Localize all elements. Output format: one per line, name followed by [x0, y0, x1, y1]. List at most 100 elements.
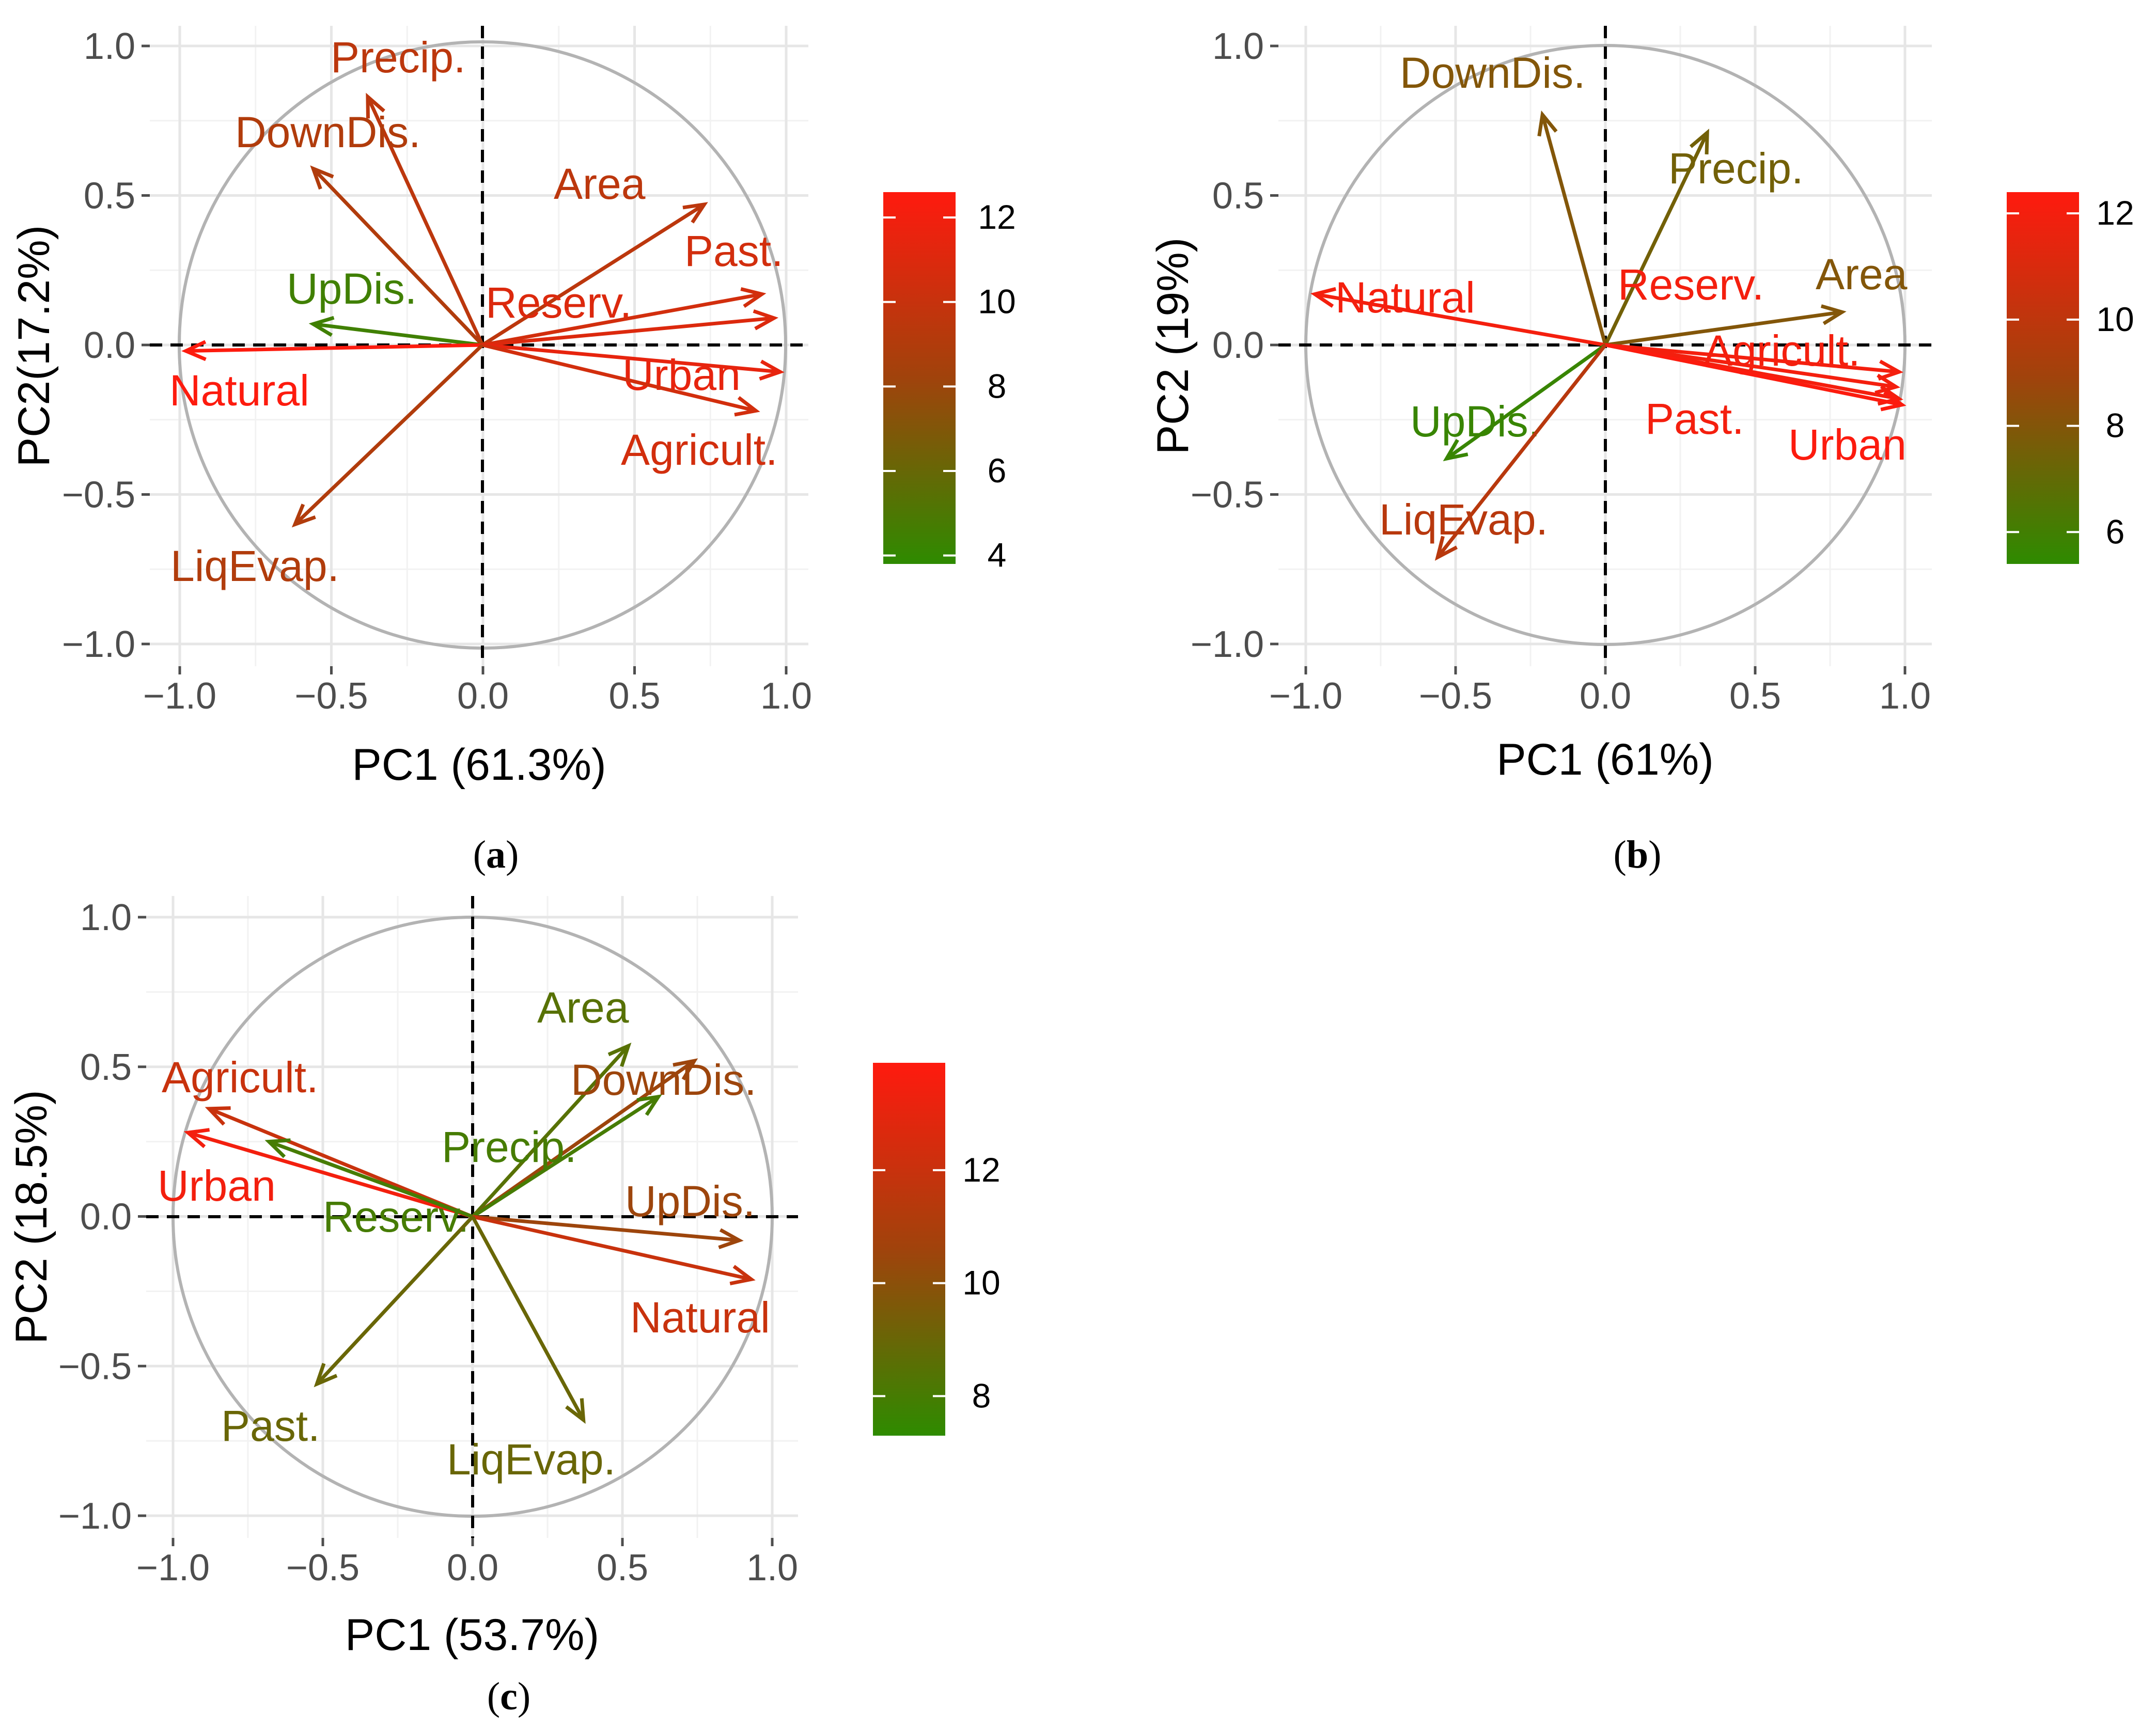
x-tick-label: 0.0	[457, 675, 509, 717]
arrow-head	[1878, 359, 1903, 381]
arrow-downdis: DownDis.	[1400, 49, 1607, 345]
variable-label: Reserv.	[323, 1192, 469, 1241]
y-tick-label: −0.5	[58, 1346, 132, 1387]
variable-label: UpDis.	[1410, 397, 1540, 446]
arrow-shaft	[1605, 343, 1899, 374]
arrow-area: Area	[1605, 250, 1908, 347]
variable-label: Reserv.	[486, 278, 632, 327]
arrow-shaft	[482, 343, 757, 413]
arrow-shaft	[471, 1216, 585, 1421]
arrow-head	[1874, 373, 1901, 395]
arrow-past: Past.	[1605, 343, 1901, 443]
arrow-shaft	[481, 202, 706, 347]
arrow-head	[718, 1228, 744, 1249]
caption-open-paren: (	[473, 833, 486, 876]
arrow-urban: Urban	[482, 343, 785, 399]
variable-label: Area	[537, 983, 629, 1032]
variable-label: Natural	[169, 366, 309, 415]
x-axis-title: PC1 (53.7%)	[345, 1610, 599, 1660]
arrow-area: Area	[481, 160, 708, 347]
y-axis-title: PC2 (19%)	[1148, 238, 1198, 455]
arrow-head	[682, 202, 708, 224]
colorbar-tick-label: 4	[988, 536, 1007, 574]
arrow-shaft	[472, 1095, 660, 1218]
arrow-natural: Natural	[1310, 273, 1606, 347]
arrow-head	[729, 1265, 756, 1285]
colorbar-c: 8 10 12	[873, 1063, 1001, 1436]
arrow-liqevap: LiqEvap.	[447, 1216, 616, 1484]
caption-close-paren: )	[1648, 833, 1661, 876]
y-tick-label: 0.5	[1212, 176, 1264, 217]
y-tick-label: 1.0	[80, 897, 132, 938]
arrow-liqevap: LiqEvap.	[170, 343, 484, 590]
caption-close-paren: )	[518, 1675, 530, 1718]
arrow-past: Past.	[482, 227, 783, 347]
x-tick-label: 0.0	[1580, 675, 1631, 717]
arrow-agricult: Agricult.	[482, 343, 777, 474]
arrow-head	[1820, 304, 1847, 325]
y-tick-label: 1.0	[84, 26, 135, 67]
arrow-natural: Natural	[169, 340, 483, 415]
variable-label: Precip.	[442, 1123, 576, 1171]
y-tick-label: 0.0	[84, 325, 135, 366]
variable-label: Urban	[1788, 420, 1907, 469]
panel-caption-b: (b)	[1614, 833, 1662, 876]
arrow-precip: Precip.	[442, 1094, 662, 1218]
variable-label: UpDis.	[287, 264, 417, 313]
arrow-shaft	[482, 316, 774, 347]
caption-letter: c	[500, 1675, 518, 1718]
arrow-shaft	[1605, 343, 1902, 407]
variable-label: Precip.	[331, 33, 465, 82]
arrow-precip: Precip.	[1603, 129, 1803, 346]
x-axis-title: PC1 (61%)	[1496, 735, 1714, 784]
x-tick-label: −1.0	[136, 1547, 210, 1589]
arrow-head	[636, 1094, 662, 1116]
variable-label: Agricult.	[162, 1053, 318, 1102]
colorbar-a: 4 6 8 10 12	[883, 192, 1016, 574]
loading-arrows-c: Area DownDis. Precip. Agricult. Urban Reserv.…	[158, 983, 770, 1484]
arrow-shaft	[293, 343, 484, 526]
colorbar-tick-label: 8	[2106, 406, 2125, 445]
variable-label: LiqEvap.	[447, 1435, 616, 1484]
arrow-head	[673, 1058, 698, 1081]
panel-b: −1.0 −0.5 0.0 0.5 1.0 −1.0 −0.5 0.0 0.5 1.0 PC1 (6…	[1148, 26, 2134, 876]
y-axis-title: PC2 (18.5%)	[7, 1090, 56, 1344]
panel-caption-c: (c)	[487, 1675, 530, 1718]
colorbar-tick-label: 6	[988, 451, 1007, 490]
arrow-head	[314, 1363, 338, 1388]
variable-label: Past.	[221, 1402, 320, 1450]
y-tick-label: −1.0	[1191, 624, 1264, 665]
caption-letter: a	[486, 833, 506, 876]
variable-label: DownDis.	[1400, 49, 1585, 97]
y-tick-label: −1.0	[62, 624, 135, 665]
arrow-head	[1689, 129, 1709, 154]
variable-label: Natural	[630, 1293, 770, 1342]
variable-label: Natural	[1335, 273, 1475, 322]
x-tick-label: −0.5	[286, 1547, 360, 1589]
arrow-shaft	[472, 1215, 740, 1243]
x-tick-label: 1.0	[1879, 675, 1931, 717]
variable-label: DownDis.	[235, 108, 420, 156]
colorbar-gradient	[883, 192, 956, 564]
arrow-head	[291, 504, 316, 528]
variable-label: Precip.	[1668, 144, 1803, 193]
arrow-area: Area	[471, 983, 632, 1218]
x-tick-label: 0.5	[597, 1547, 648, 1589]
arrow-shaft	[1605, 343, 1897, 389]
colorbar-tick-label: 12	[962, 1151, 1000, 1189]
x-tick-label: 1.0	[760, 675, 812, 717]
arrow-head	[181, 340, 207, 361]
colorbar-tick-label: 8	[988, 367, 1007, 405]
arrow-precip: Precip.	[331, 33, 485, 346]
colorbar-tick-label: 8	[972, 1376, 991, 1414]
arrow-updis: UpDis.	[472, 1177, 755, 1249]
y-tick-label: −0.5	[62, 475, 135, 516]
y-tick-label: 0.5	[84, 176, 135, 217]
arrow-natural: Natural	[472, 1215, 770, 1342]
arrow-shaft	[366, 96, 485, 346]
arrow-head	[308, 316, 335, 337]
variable-label: Agricult.	[1704, 326, 1860, 375]
arrow-shaft	[482, 343, 780, 374]
arrow-head	[366, 92, 385, 119]
arrow-downdis: DownDis.	[235, 108, 484, 347]
